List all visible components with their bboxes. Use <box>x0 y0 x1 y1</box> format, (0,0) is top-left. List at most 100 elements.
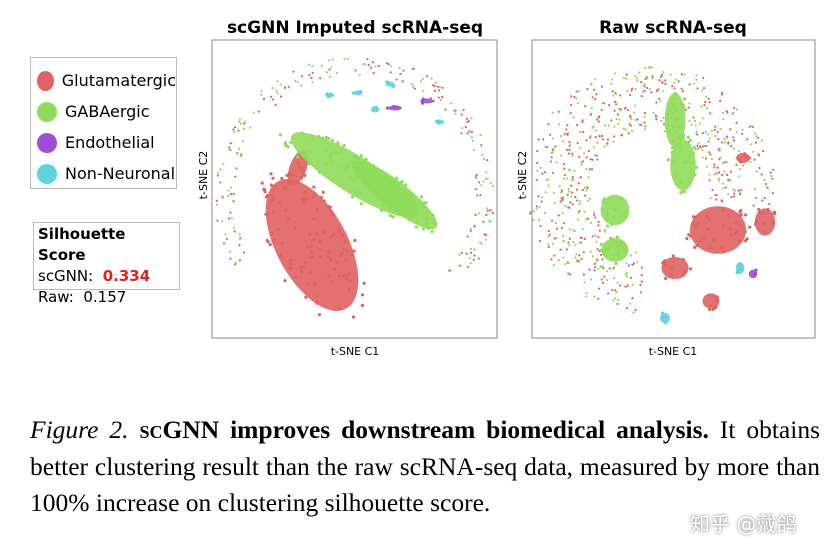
cluster-point <box>570 184 573 187</box>
cluster-point <box>594 216 597 219</box>
legend-entry: GABAergic <box>37 96 176 127</box>
cluster-point <box>551 111 554 114</box>
cluster-point <box>619 240 624 244</box>
cluster-point <box>234 175 237 178</box>
cluster-point <box>477 257 480 260</box>
cluster-point <box>695 132 698 135</box>
cluster-point <box>606 206 610 210</box>
cluster-point <box>747 156 751 160</box>
cluster-point <box>578 209 581 213</box>
cluster-point <box>597 287 601 290</box>
cluster-point <box>634 308 637 312</box>
cluster-point <box>597 224 600 227</box>
cluster-point <box>461 126 464 130</box>
cluster-point <box>542 138 545 141</box>
legend-label: Endothelial <box>65 133 155 152</box>
cluster-point <box>553 237 556 240</box>
cluster-point <box>600 108 603 111</box>
cluster-point <box>598 115 601 118</box>
cluster-point <box>688 138 691 141</box>
cluster-point <box>486 177 489 180</box>
cluster-point <box>748 125 751 128</box>
cluster-point <box>435 119 439 123</box>
cluster-point <box>689 206 747 254</box>
cluster-point <box>568 190 571 193</box>
cluster-point <box>568 237 571 240</box>
cluster-point <box>470 116 473 120</box>
cluster-point <box>481 153 484 157</box>
cluster-point <box>679 191 683 195</box>
cluster-point <box>670 150 674 155</box>
cluster-point <box>578 241 581 244</box>
cluster-point <box>696 222 700 226</box>
cluster-point <box>611 288 614 292</box>
cluster-point <box>622 127 625 130</box>
cluster-point <box>382 200 386 204</box>
cluster-point <box>600 85 603 88</box>
cluster-point <box>718 158 721 161</box>
cluster-point <box>358 191 362 196</box>
cluster-point <box>308 73 311 77</box>
cluster-point <box>235 167 238 170</box>
cluster-point <box>754 268 758 272</box>
cluster-point <box>460 132 463 135</box>
cluster-point <box>612 140 615 143</box>
cluster-point <box>402 69 405 72</box>
cluster-point <box>664 321 668 325</box>
cluster-point <box>718 171 721 174</box>
cluster-point <box>626 109 630 112</box>
cluster-point <box>358 73 361 77</box>
cluster-point <box>733 106 736 109</box>
cluster-point <box>599 248 603 252</box>
cluster-point <box>596 248 599 251</box>
cluster-point <box>345 277 349 281</box>
cluster-point <box>225 237 229 240</box>
cluster-point <box>671 84 674 88</box>
cluster-point <box>346 57 349 61</box>
cluster-point <box>315 294 319 299</box>
cluster-point <box>332 232 336 236</box>
cluster-point <box>702 236 706 240</box>
cluster-point <box>431 213 435 217</box>
cluster-point <box>610 78 614 81</box>
cluster-point <box>362 281 366 285</box>
cluster-point <box>763 196 766 200</box>
cluster-point <box>632 311 635 314</box>
cluster-point <box>614 252 618 256</box>
cluster-point <box>221 220 224 223</box>
cluster-point <box>673 82 676 85</box>
cluster-point <box>328 155 332 159</box>
cluster-point <box>468 256 471 260</box>
cluster-point <box>648 66 651 69</box>
cluster-point <box>585 292 588 295</box>
cluster-point <box>266 240 270 244</box>
cluster-point <box>722 118 725 121</box>
cluster-point <box>660 316 665 320</box>
cluster-point <box>563 174 567 177</box>
cluster-point <box>613 276 616 280</box>
cluster-point <box>355 175 359 180</box>
cluster-point <box>469 229 472 232</box>
cluster-point <box>229 257 232 260</box>
cluster-point <box>670 146 674 150</box>
cluster-point <box>580 161 583 164</box>
cluster-point <box>354 69 357 72</box>
cluster-point <box>615 291 618 294</box>
cluster-point <box>559 154 563 157</box>
cluster-point <box>303 190 307 194</box>
panel-title: scGNN Imputed scRNA-seq <box>226 18 484 38</box>
cluster-point <box>484 238 487 241</box>
cluster-point <box>761 199 764 202</box>
cluster-point <box>300 196 304 201</box>
cluster-point <box>434 81 437 85</box>
cluster-point <box>608 267 611 270</box>
cluster-point <box>311 195 315 199</box>
cluster-point <box>687 154 691 158</box>
cluster-point <box>582 131 585 134</box>
cluster-point <box>381 203 385 207</box>
cluster-point <box>289 262 293 266</box>
cluster-point <box>421 97 425 101</box>
cluster-point <box>288 181 292 186</box>
cluster-point <box>594 98 597 101</box>
